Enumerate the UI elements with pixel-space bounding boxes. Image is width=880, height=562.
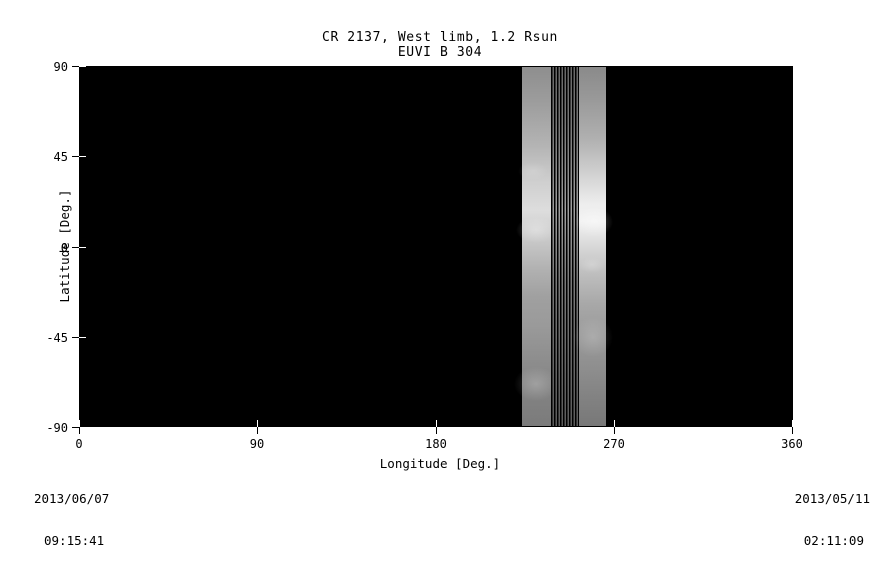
y-tick-mark [72,337,79,338]
y-tick-mark [72,66,79,67]
x-tick-label-360: 360 [781,437,803,451]
x-tick-mark-inner [792,420,793,427]
x-tick-label-90: 90 [249,437,265,451]
data-band-striped [551,67,579,426]
brightness-blob [518,162,548,180]
data-band-left [514,67,558,426]
x-tick-mark-inner [614,420,615,427]
x-tick-mark-inner [257,420,258,427]
y-tick-label-90: 90 [53,60,68,74]
x-tick-mark [614,427,615,434]
y-tick-label-neg45: -45 [46,331,68,345]
y-tick-mark-inner [79,247,86,248]
data-band-right [573,67,613,426]
end-time: 02:11:09 [803,533,864,548]
x-tick-mark [792,427,793,434]
x-tick-label-0: 0 [75,437,83,451]
x-tick-mark-inner [79,420,80,427]
y-tick-label-0: 0 [60,241,68,255]
brightness-blob [579,257,605,273]
x-tick-mark-inner [436,420,437,427]
y-tick-mark-inner [79,427,86,428]
x-tick-mark [436,427,437,434]
start-timestamp: 2013/06/07 09:15:41 [34,464,109,562]
plot-area [79,66,793,427]
y-tick-mark-inner [79,66,86,67]
x-tick-mark [79,427,80,434]
y-tick-mark [72,247,79,248]
y-tick-label-neg90: -90 [46,421,68,435]
x-tick-label-180: 180 [425,437,447,451]
brightness-blob [516,217,556,243]
chart-title-line2: EUVI B 304 [397,45,483,60]
end-timestamp: 2013/05/11 02:11:09 [795,464,870,562]
x-tick-label-270: 270 [603,437,625,451]
brightness-blob [573,317,613,357]
chart-title-line1: CR 2137, West limb, 1.2 Rsun [322,30,558,45]
brightness-blob [575,207,613,237]
y-tick-label-45: 45 [53,150,68,164]
y-tick-mark [72,427,79,428]
x-tick-mark [257,427,258,434]
y-axis-title: Latitude [Deg.] [56,189,72,303]
y-tick-mark [72,156,79,157]
end-date: 2013/05/11 [794,491,870,506]
start-time: 09:15:41 [44,533,105,548]
start-date: 2013/06/07 [34,491,110,506]
y-tick-mark-inner [79,337,86,338]
x-axis-title: Longitude [Deg.] [379,456,501,471]
y-tick-mark-inner [79,156,86,157]
